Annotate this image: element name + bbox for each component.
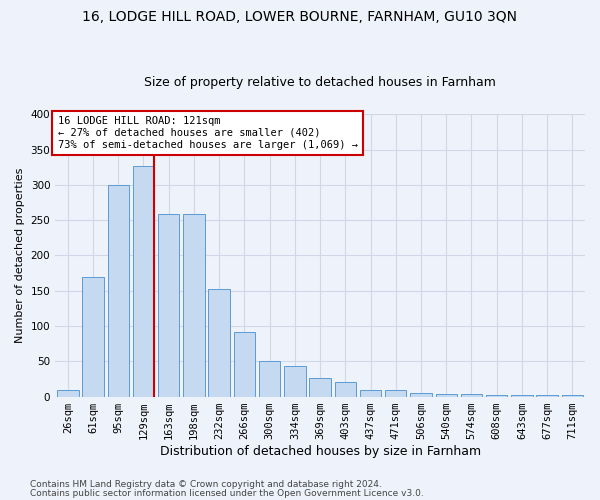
Text: 16, LODGE HILL ROAD, LOWER BOURNE, FARNHAM, GU10 3QN: 16, LODGE HILL ROAD, LOWER BOURNE, FARNH… — [83, 10, 517, 24]
Text: Contains public sector information licensed under the Open Government Licence v3: Contains public sector information licen… — [30, 489, 424, 498]
Text: 16 LODGE HILL ROAD: 121sqm
← 27% of detached houses are smaller (402)
73% of sem: 16 LODGE HILL ROAD: 121sqm ← 27% of deta… — [58, 116, 358, 150]
Bar — [410, 393, 432, 396]
Bar — [360, 390, 381, 396]
Bar — [436, 394, 457, 396]
Bar — [536, 395, 558, 396]
Bar — [82, 276, 104, 396]
Bar — [259, 362, 280, 396]
Title: Size of property relative to detached houses in Farnham: Size of property relative to detached ho… — [144, 76, 496, 90]
Bar — [461, 394, 482, 396]
Text: Contains HM Land Registry data © Crown copyright and database right 2024.: Contains HM Land Registry data © Crown c… — [30, 480, 382, 489]
Bar — [310, 378, 331, 396]
Bar — [562, 395, 583, 396]
Bar — [284, 366, 305, 396]
Bar — [158, 214, 179, 396]
Bar — [511, 395, 533, 396]
Bar — [57, 390, 79, 396]
Bar — [486, 395, 508, 396]
Bar — [385, 390, 406, 396]
Bar — [233, 332, 255, 396]
Bar — [107, 185, 129, 396]
Bar — [133, 166, 154, 396]
X-axis label: Distribution of detached houses by size in Farnham: Distribution of detached houses by size … — [160, 444, 481, 458]
Bar — [335, 382, 356, 396]
Bar — [183, 214, 205, 396]
Bar — [208, 290, 230, 397]
Y-axis label: Number of detached properties: Number of detached properties — [15, 168, 25, 343]
